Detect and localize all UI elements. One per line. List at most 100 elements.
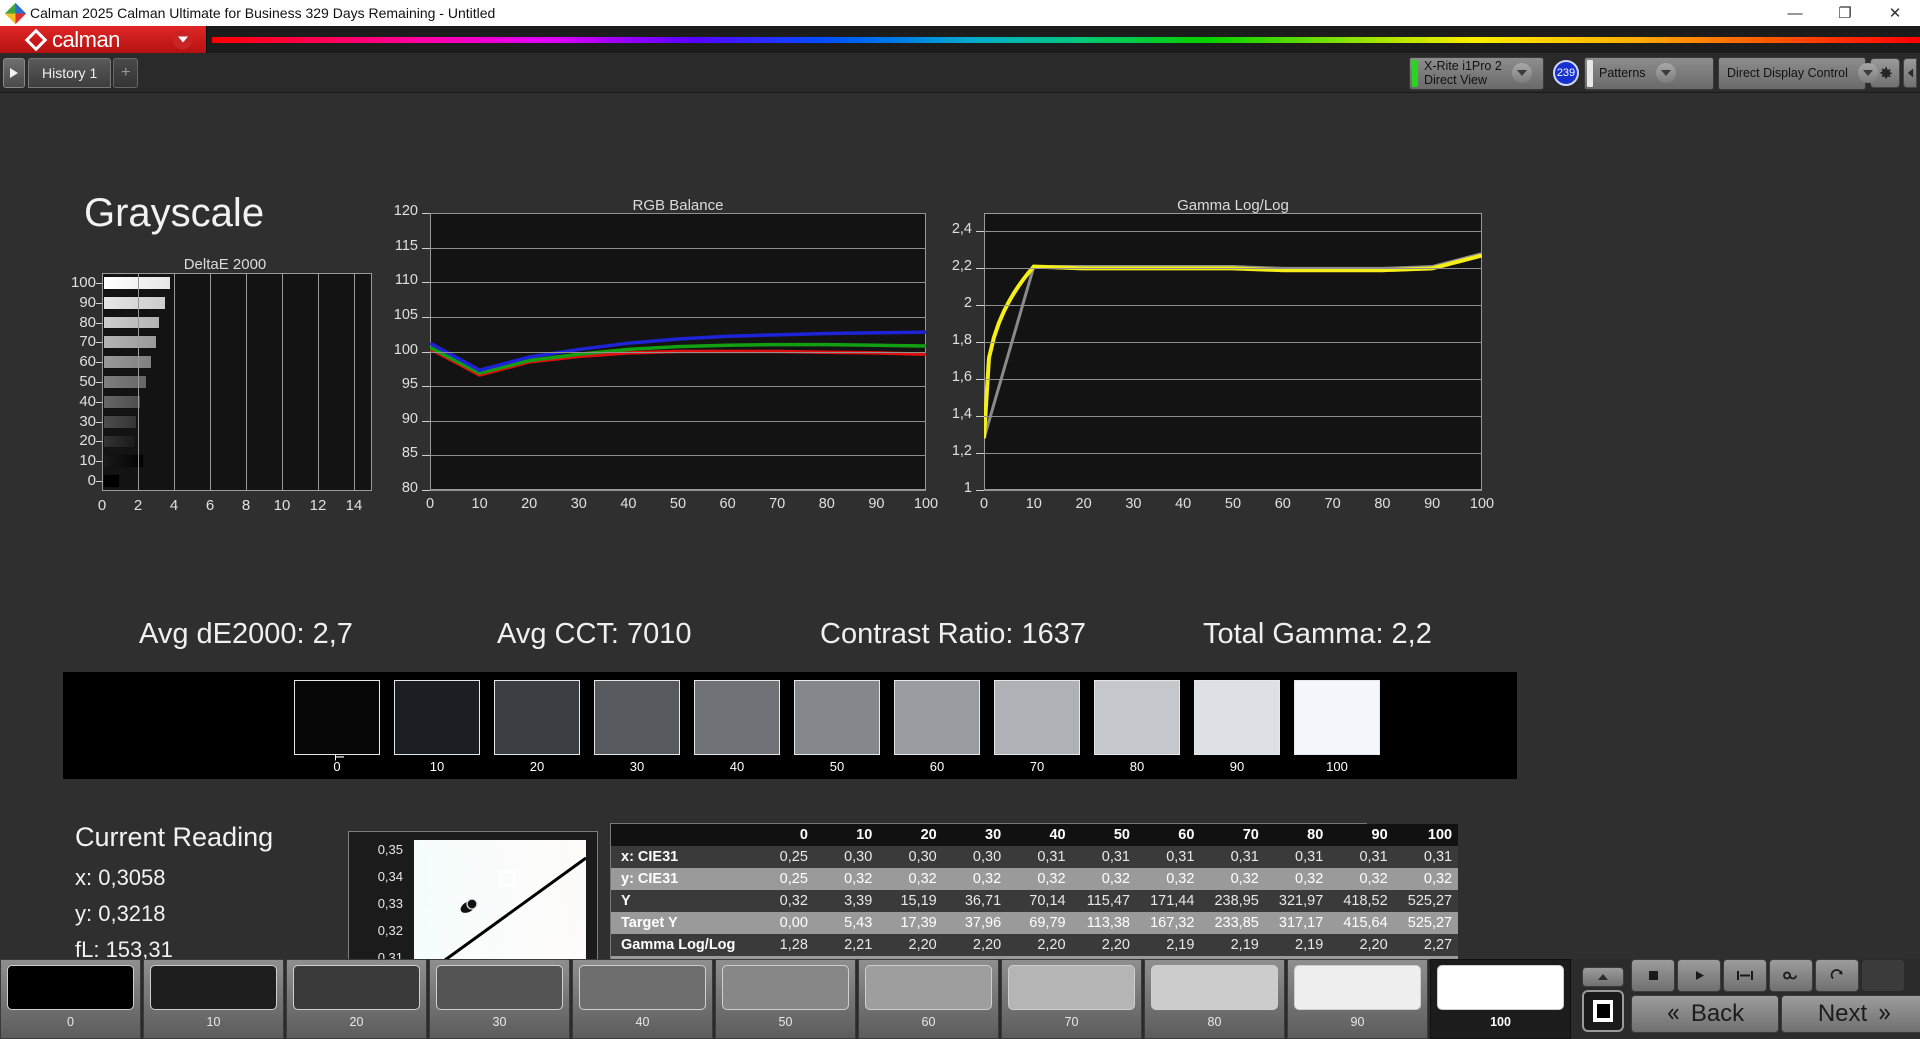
pattern-swatch-60[interactable]: 60 bbox=[858, 959, 999, 1039]
pattern-swatch-0[interactable]: 0 bbox=[0, 959, 141, 1039]
pattern-swatch-10[interactable]: 10 bbox=[143, 959, 284, 1039]
gamma-gridline bbox=[984, 342, 1482, 344]
table-cell: 115,47 bbox=[1086, 893, 1130, 909]
pattern-swatch-90[interactable]: 90 bbox=[1287, 959, 1428, 1039]
table-cell: 238,95 bbox=[1214, 893, 1259, 909]
gamma-y-tick bbox=[976, 453, 984, 455]
swatch-cell-30 bbox=[594, 680, 680, 755]
rgb-x-label: 50 bbox=[669, 496, 687, 512]
gamma-x-label: 0 bbox=[979, 496, 989, 512]
deltae-gridline bbox=[354, 273, 355, 491]
pattern-swatch-70[interactable]: 70 bbox=[1001, 959, 1142, 1039]
deltae-bar bbox=[103, 335, 157, 350]
table-cell: 2,27 bbox=[1423, 937, 1453, 953]
calman-logo-button[interactable]: calman bbox=[0, 26, 207, 53]
swatch-level-label: 30 bbox=[629, 759, 645, 774]
pattern-window-icon bbox=[1593, 999, 1613, 1022]
rgb-y-tick bbox=[422, 282, 430, 284]
summary-avg-cct: Avg CCT: 7010 bbox=[497, 618, 692, 650]
meter-mode: Direct View bbox=[1424, 73, 1487, 87]
pattern-swatch-100[interactable]: 100 bbox=[1430, 959, 1571, 1039]
table-cell: 36,71 bbox=[964, 893, 1002, 909]
close-button[interactable]: ✕ bbox=[1888, 5, 1902, 22]
deltae-y-tick bbox=[96, 421, 102, 423]
chevron-down-icon[interactable] bbox=[1857, 63, 1878, 83]
cie-y-label: 0,34 bbox=[377, 869, 403, 884]
pattern-swatch-80[interactable]: 80 bbox=[1144, 959, 1285, 1039]
gamma-x-label: 30 bbox=[1125, 496, 1142, 512]
add-history-tab-button[interactable]: + bbox=[113, 57, 139, 88]
maximize-button[interactable]: ❐ bbox=[1838, 5, 1852, 22]
deltae-y-label: 30 bbox=[79, 412, 96, 430]
table-corner-cell bbox=[611, 824, 742, 846]
pattern-swatch-30[interactable]: 30 bbox=[429, 959, 570, 1039]
disabled-button bbox=[1861, 959, 1905, 992]
chevron-down-icon[interactable] bbox=[173, 30, 192, 49]
refresh-button[interactable] bbox=[1815, 959, 1859, 992]
deltae-bar bbox=[103, 474, 120, 488]
swatch-cell-100 bbox=[1294, 680, 1380, 755]
swatch-cell-50 bbox=[794, 680, 880, 755]
swatch-level-label: 10 bbox=[429, 759, 445, 774]
patterns-status-led-icon bbox=[1587, 59, 1593, 87]
calman-wordmark: calman bbox=[52, 26, 120, 52]
pattern-swatch-chip bbox=[579, 965, 706, 1010]
minimize-button[interactable]: — bbox=[1787, 4, 1803, 22]
meter-selector[interactable]: X-Rite i1Pro 2 Direct View bbox=[1409, 56, 1544, 90]
range-button[interactable] bbox=[1723, 959, 1767, 992]
brand-bar: calman bbox=[0, 26, 1920, 53]
pattern-swatch-buttons: 0 10 20 30 40 50 60 70 80 90 100 bbox=[0, 959, 1573, 1039]
deltae-y-label: 10 bbox=[79, 452, 96, 470]
calman-diamond-icon bbox=[24, 28, 48, 51]
deltae-y-label: 90 bbox=[79, 293, 96, 311]
table-cell: 0,32 bbox=[1295, 871, 1324, 887]
rgb-x-label: 90 bbox=[868, 496, 885, 512]
pattern-swatch-label: 80 bbox=[1207, 1015, 1222, 1029]
run-workflow-button[interactable] bbox=[3, 57, 25, 88]
chevron-down-icon[interactable] bbox=[1511, 63, 1532, 83]
deltae-y-label: 80 bbox=[79, 313, 96, 331]
gamma-gridline bbox=[984, 305, 1482, 307]
swatch-level-label: 50 bbox=[829, 759, 845, 774]
table-cell: 0,25 bbox=[779, 849, 808, 865]
gamma-gridline bbox=[984, 231, 1482, 233]
tab-history-1[interactable]: History 1 bbox=[28, 57, 112, 88]
pattern-window-button[interactable] bbox=[1582, 989, 1624, 1032]
deltae-bar bbox=[103, 414, 137, 429]
next-button[interactable]: Next bbox=[1781, 995, 1920, 1033]
rgb-y-label: 95 bbox=[401, 376, 418, 393]
reading-count-badge[interactable]: 239 bbox=[1553, 60, 1579, 86]
summary-avg-de2000: Avg dE2000: 2,7 bbox=[139, 618, 353, 650]
play-button[interactable] bbox=[1677, 959, 1721, 992]
table-cell: 2,20 bbox=[1101, 937, 1130, 953]
gamma-y-label: 1,6 bbox=[951, 369, 972, 386]
back-button[interactable]: Back bbox=[1631, 995, 1779, 1033]
gamma-y-tick bbox=[976, 379, 984, 381]
table-cell: 0,31 bbox=[1037, 849, 1066, 865]
deltae-y-label: 20 bbox=[79, 432, 96, 450]
collapse-panel-button[interactable] bbox=[1903, 58, 1917, 88]
patterns-selector[interactable]: Patterns bbox=[1584, 56, 1714, 90]
pattern-swatch-40[interactable]: 40 bbox=[572, 959, 713, 1039]
rgb-y-tick bbox=[422, 386, 430, 388]
stop-button[interactable] bbox=[1631, 959, 1675, 992]
pattern-swatch-chip bbox=[722, 965, 849, 1010]
loop-button[interactable] bbox=[1769, 959, 1813, 992]
swatch-level-label: 80 bbox=[1129, 759, 1145, 774]
pattern-swatch-20[interactable]: 20 bbox=[286, 959, 427, 1039]
table-cell: 418,52 bbox=[1343, 893, 1388, 909]
scroll-up-button[interactable] bbox=[1582, 966, 1624, 987]
meter-status-led-icon bbox=[1412, 59, 1418, 87]
deltae-gridline bbox=[282, 273, 283, 491]
bottom-toolbar: 0 10 20 30 40 50 60 70 80 90 100 bbox=[0, 959, 1920, 1039]
deltae-y-label: 50 bbox=[79, 373, 96, 390]
patterns-label: Patterns bbox=[1599, 66, 1646, 80]
deltae-gridline bbox=[138, 273, 139, 491]
table-cell: 171,44 bbox=[1150, 893, 1195, 909]
gamma-x-label: 40 bbox=[1175, 496, 1192, 512]
pattern-swatch-50[interactable]: 50 bbox=[715, 959, 856, 1039]
table-row-label: Y bbox=[621, 893, 631, 909]
deltae-bar bbox=[103, 434, 136, 449]
display-control-selector[interactable]: Direct Display Control bbox=[1718, 56, 1878, 90]
chevron-down-icon[interactable] bbox=[1655, 63, 1676, 83]
